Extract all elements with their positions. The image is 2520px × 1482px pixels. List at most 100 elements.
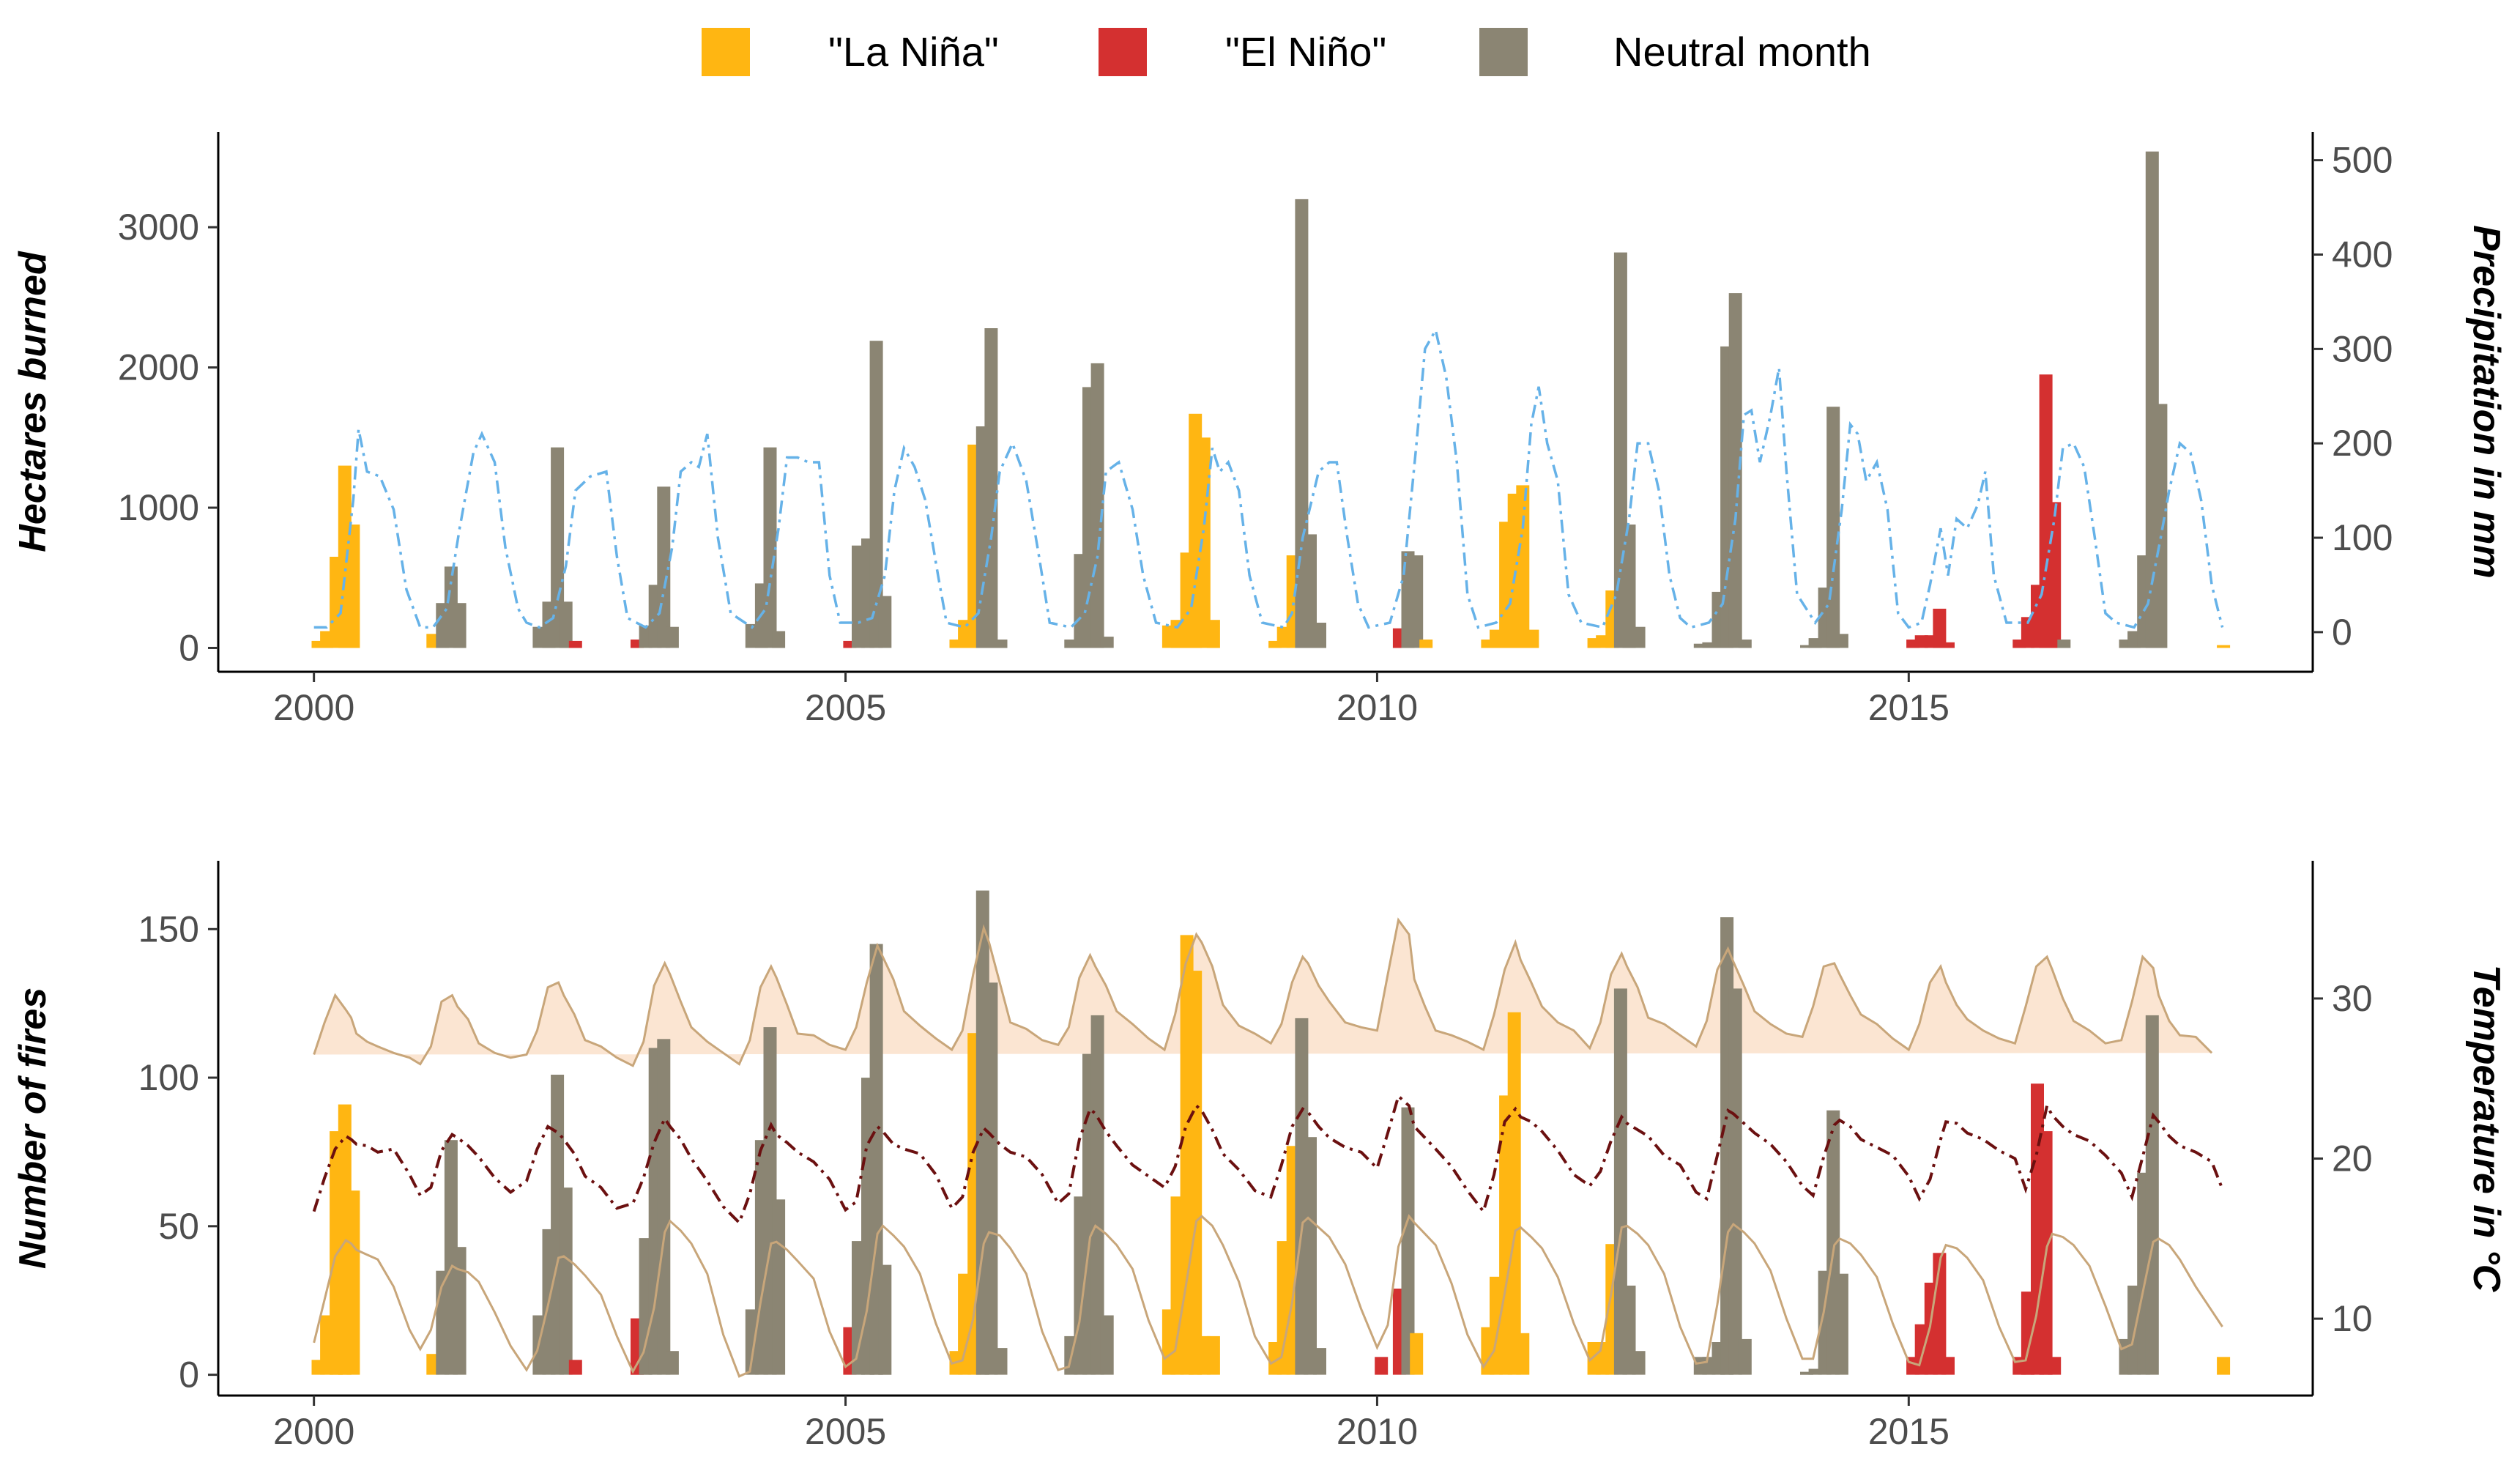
bar-el_nino — [568, 1360, 582, 1375]
bar-el_nino — [1941, 1357, 1955, 1375]
bar-la_nina — [346, 525, 360, 648]
bar-neutral — [1800, 645, 1813, 648]
bar-neutral — [1800, 1371, 1813, 1375]
fire-count-panel: 0 50 100 150 10 20 30 2000 2005 2010 2015 Number of… — [12, 861, 2508, 1452]
temperature-max-line — [313, 917, 2213, 1067]
bar-neutral — [984, 328, 998, 648]
temperature-mean-line — [312, 1093, 2224, 1226]
bar-el_nino — [843, 640, 857, 648]
y-tick-label: 0 — [179, 1355, 199, 1396]
bar-neutral — [878, 596, 892, 648]
y-axis-title: Number of fires — [12, 988, 54, 1269]
bar-el_nino — [1375, 1357, 1389, 1375]
legend-label-la_nina: "La Niña" — [828, 29, 999, 75]
x-tick-label: 2010 — [1337, 687, 1418, 728]
bar-neutral — [2154, 404, 2168, 648]
bar-neutral — [1632, 626, 1646, 648]
x-tick-label: 2005 — [805, 687, 886, 728]
bar-neutral — [1738, 640, 1752, 648]
bar-neutral — [984, 982, 998, 1375]
bar-la_nina — [1419, 640, 1433, 648]
bar-neutral — [1090, 363, 1104, 648]
legend-swatch-el_nino — [1099, 28, 1147, 76]
bar-la_nina — [1189, 971, 1203, 1375]
y-tick-label: 3000 — [118, 207, 199, 248]
bar-neutral — [1313, 1348, 1326, 1375]
bar-neutral — [1835, 1273, 1848, 1375]
bar-neutral — [657, 1039, 671, 1375]
bar-neutral — [2119, 640, 2133, 648]
y2-tick-label: 100 — [2332, 517, 2393, 558]
bar-la_nina — [1516, 485, 1530, 648]
bar-neutral — [559, 601, 573, 648]
bar-neutral — [1693, 643, 1707, 648]
legend-swatch-neutral — [1479, 28, 1528, 76]
bar-neutral — [1808, 1368, 1822, 1375]
bar-neutral — [1826, 407, 1840, 648]
y2-tick-label: 20 — [2332, 1138, 2373, 1179]
bar-neutral — [1313, 623, 1326, 648]
y2-tick-label: 300 — [2332, 328, 2393, 369]
bar-neutral — [2057, 640, 2071, 648]
bar-la_nina — [1410, 1333, 1424, 1375]
bar-la_nina — [1268, 640, 1282, 648]
bar-neutral — [1622, 525, 1636, 648]
legend-label-neutral: Neutral month — [1613, 29, 1871, 75]
bar-neutral — [878, 1264, 892, 1375]
bar-neutral — [1064, 640, 1078, 648]
y2-tick-label: 200 — [2332, 423, 2393, 464]
bar-neutral — [1613, 988, 1627, 1375]
y2-tick-label: 30 — [2332, 978, 2373, 1019]
legend: "La Niña" "El Niño" Neutral month — [702, 28, 1871, 76]
y2-tick-label: 10 — [2332, 1298, 2373, 1339]
bar-neutral — [1728, 293, 1742, 648]
bar-neutral — [1702, 642, 1716, 648]
x-tick-label: 2000 — [273, 1411, 354, 1452]
burned-area-panel: 0 1000 2000 3000 0 100 200 300 400 500 2000 2005 201… — [12, 132, 2508, 728]
bar-neutral — [763, 447, 777, 648]
y2-tick-label: 0 — [2332, 612, 2352, 653]
legend-label-el_nino: "El Niño" — [1225, 29, 1386, 75]
bar-la_nina — [1507, 1012, 1521, 1375]
bar-neutral — [559, 1188, 573, 1375]
x-tick-label: 2005 — [805, 1411, 886, 1452]
y-tick-label: 2000 — [118, 347, 199, 388]
x-tick-label: 2015 — [1868, 1411, 1950, 1452]
bar-neutral — [1738, 1338, 1752, 1375]
bar-neutral — [1835, 634, 1848, 648]
precipitation-line — [313, 326, 2224, 629]
bar-el_nino — [1906, 640, 1920, 648]
bar-el_nino — [1941, 642, 1955, 648]
y2-tick-label: 500 — [2332, 140, 2393, 181]
bar-neutral — [1728, 988, 1742, 1375]
legend-swatch-la_nina — [702, 28, 750, 76]
y-tick-label: 0 — [179, 627, 199, 668]
y-tick-label: 1000 — [118, 487, 199, 528]
y-tick-label: 100 — [138, 1057, 199, 1098]
bar-neutral — [994, 1348, 1008, 1375]
bar-neutral — [772, 631, 786, 648]
bar-neutral — [1401, 1107, 1415, 1375]
bar-el_nino — [1933, 608, 1947, 648]
bar-neutral — [1304, 534, 1317, 648]
x-tick-label: 2015 — [1868, 687, 1950, 728]
bar-la_nina — [2217, 1357, 2231, 1375]
bar-neutral — [453, 1247, 467, 1375]
bar-la_nina — [949, 640, 963, 648]
bar-neutral — [551, 447, 565, 648]
bar-neutral — [1090, 1015, 1104, 1375]
bars — [311, 151, 2231, 648]
y2-axis-title: Temperature in °C — [2465, 965, 2508, 1293]
bar-neutral — [1100, 637, 1114, 648]
bar-la_nina — [1197, 437, 1211, 648]
x-tick-label: 2010 — [1337, 1411, 1418, 1452]
bar-el_nino — [568, 640, 582, 648]
y-tick-label: 150 — [138, 908, 199, 949]
bar-el_nino — [631, 640, 644, 648]
bar-neutral — [2145, 1015, 2159, 1375]
bar-neutral — [665, 1351, 679, 1375]
temperature-min-line — [313, 1214, 2223, 1378]
bar-neutral — [994, 640, 1008, 648]
y-tick-label: 50 — [158, 1206, 199, 1247]
